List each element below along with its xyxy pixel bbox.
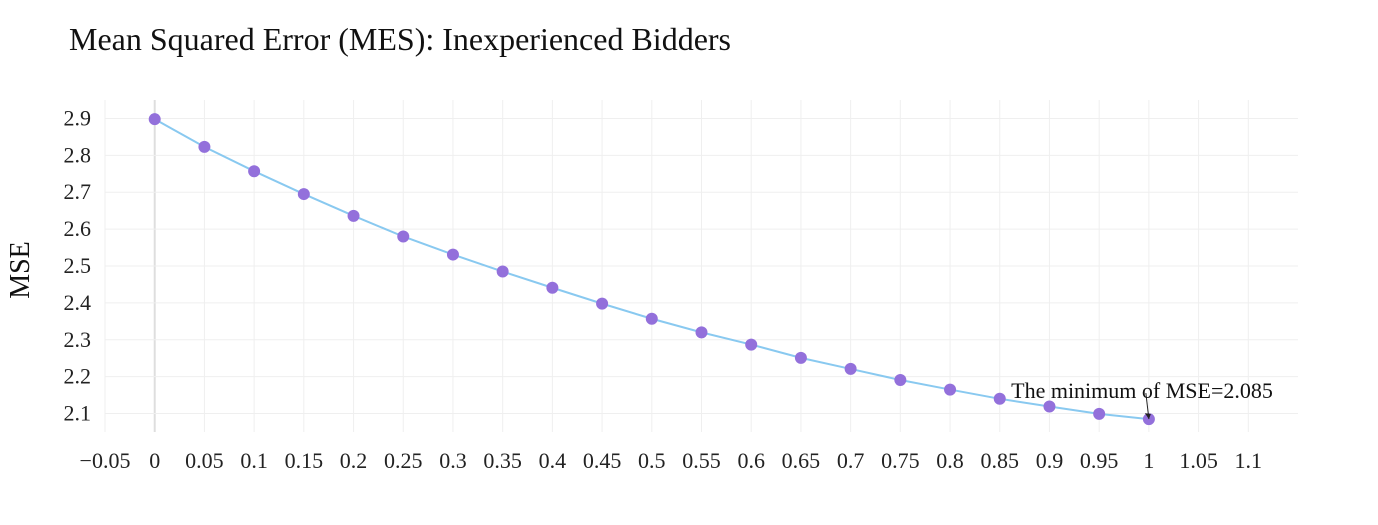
- annotation-text: The minimum of MSE=2.085: [1011, 378, 1273, 403]
- data-point[interactable]: [546, 281, 559, 294]
- data-point[interactable]: [198, 140, 211, 153]
- data-point[interactable]: [596, 297, 609, 310]
- x-tick-label: 0.25: [384, 448, 423, 473]
- data-point[interactable]: [397, 230, 410, 243]
- y-tick-label: 2.6: [64, 216, 92, 241]
- x-tick-label: 1.05: [1179, 448, 1218, 473]
- data-point[interactable]: [297, 188, 310, 201]
- x-tick-label: 0.15: [285, 448, 324, 473]
- data-point[interactable]: [645, 312, 658, 325]
- x-tick-label: 0.5: [638, 448, 666, 473]
- x-tick-label: 0.75: [881, 448, 920, 473]
- y-tick-label: 2.5: [64, 253, 92, 278]
- data-point[interactable]: [944, 383, 957, 396]
- data-point[interactable]: [993, 392, 1006, 405]
- x-tick-label: 0.55: [682, 448, 721, 473]
- data-point[interactable]: [745, 338, 758, 351]
- data-point[interactable]: [248, 165, 261, 178]
- chart-title: Mean Squared Error (MES): Inexperienced …: [69, 21, 731, 57]
- data-point[interactable]: [347, 209, 360, 222]
- y-tick-label: 2.1: [64, 401, 92, 426]
- x-tick-label: −0.05: [80, 448, 131, 473]
- annotation-layer: The minimum of MSE=2.085: [1011, 378, 1273, 420]
- x-tick-label: 0.8: [936, 448, 964, 473]
- x-tick-label: 0.3: [439, 448, 467, 473]
- data-point[interactable]: [844, 362, 857, 375]
- y-tick-label: 2.9: [64, 105, 92, 130]
- x-tick-label: 0.95: [1080, 448, 1119, 473]
- series-layer: [148, 113, 1155, 426]
- x-tick-label: 0.45: [583, 448, 622, 473]
- data-point[interactable]: [496, 265, 509, 278]
- y-tick-label: 2.3: [64, 327, 92, 352]
- x-tick-label: 0.65: [782, 448, 821, 473]
- x-tick-label: 0.4: [539, 448, 567, 473]
- x-tick-label: 0.7: [837, 448, 865, 473]
- y-axis-label: MSE: [5, 241, 36, 299]
- y-tick-label: 2.8: [64, 142, 92, 167]
- x-tick-label: 0: [149, 448, 160, 473]
- data-point[interactable]: [446, 248, 459, 261]
- y-tick-label: 2.2: [64, 364, 92, 389]
- axis-layer: −0.05 0 0.05 0.1 0.15 0.2 0.25 0.3 0.35 0.4 0.45 0.…: [64, 105, 1263, 473]
- data-point[interactable]: [1043, 400, 1056, 413]
- data-point[interactable]: [695, 326, 708, 339]
- y-tick-label: 2.7: [64, 179, 92, 204]
- x-tick-label: 1: [1143, 448, 1154, 473]
- x-tick-label: 0.6: [737, 448, 765, 473]
- x-tick-label: 0.05: [185, 448, 224, 473]
- data-point[interactable]: [894, 373, 907, 386]
- x-tick-label: 0.9: [1036, 448, 1064, 473]
- x-tick-label: 0.1: [240, 448, 268, 473]
- data-point[interactable]: [148, 113, 161, 126]
- annotation-arrowhead: [1144, 413, 1151, 420]
- y-tick-label: 2.4: [64, 290, 92, 315]
- x-tick-label: 0.2: [340, 448, 368, 473]
- x-tick-label: 0.85: [981, 448, 1020, 473]
- x-tick-label: 1.1: [1235, 448, 1263, 473]
- x-tick-label: 0.35: [483, 448, 522, 473]
- data-point[interactable]: [794, 351, 807, 364]
- data-point[interactable]: [1093, 407, 1106, 420]
